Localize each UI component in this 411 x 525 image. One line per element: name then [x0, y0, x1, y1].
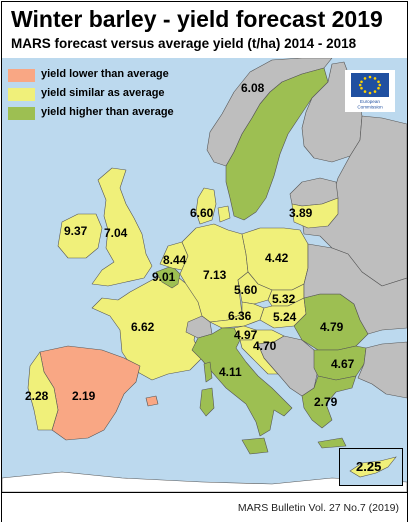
value-label-italy: 4.11 — [219, 365, 242, 379]
value-label-united-kingdom: 7.04 — [104, 226, 128, 240]
map-title: Winter barley - yield forecast 2019 — [11, 6, 383, 32]
region-austria — [209, 301, 265, 329]
balearic-shape — [145, 395, 159, 407]
sardinia-shape — [199, 387, 215, 417]
map-area: yield lower than average yield similar a… — [1, 57, 408, 493]
corsica-shape — [203, 361, 213, 383]
value-label-belgium: 9.01 — [152, 270, 176, 284]
value-label-germany: 7.13 — [203, 268, 227, 282]
value-label-slovenia: 4.97 — [234, 328, 258, 342]
map-subtitle: MARS forecast versus average yield (t/ha… — [11, 36, 357, 51]
value-label-bulgaria: 4.67 — [331, 357, 355, 371]
region-italy — [191, 327, 293, 437]
european-commission-logo: European Commission — [345, 70, 395, 112]
source-citation: MARS Bulletin Vol. 27 No.7 (2019) — [237, 502, 399, 514]
balkans-nodata-shape — [257, 335, 319, 397]
value-label-netherlands: 8.44 — [163, 253, 187, 267]
value-label-spain: 2.19 — [72, 389, 96, 403]
crete-shape — [317, 437, 347, 449]
region-portugal — [27, 351, 59, 431]
region-united-kingdom — [91, 167, 153, 287]
value-label-croatia: 4.70 — [253, 339, 277, 353]
legend-swatch-higher — [8, 107, 35, 120]
cyprus-inset-map — [349, 456, 397, 478]
region-germany — [179, 223, 249, 323]
value-label-greece: 2.79 — [314, 395, 338, 409]
map-footer: MARS Bulletin Vol. 27 No.7 (2019) — [2, 492, 407, 522]
turkey-nodata-shape — [357, 341, 408, 399]
value-label-cyprus: 2.25 — [356, 459, 382, 474]
region-sweden — [225, 67, 329, 221]
value-label-slovakia: 5.32 — [272, 292, 296, 306]
value-label-ireland: 9.37 — [64, 224, 88, 238]
legend-label-higher: yield higher than average — [41, 106, 174, 118]
region-ireland — [57, 213, 103, 259]
value-label-lithuania: 3.89 — [289, 206, 313, 220]
legend-label-similar: yield similar as average — [41, 87, 165, 99]
value-label-hungary: 5.24 — [273, 310, 297, 324]
cyprus-inset — [339, 448, 403, 486]
value-label-poland: 4.42 — [265, 251, 289, 265]
value-label-portugal: 2.28 — [25, 389, 49, 403]
region-greece — [301, 375, 357, 429]
eu-flag-icon: European Commission — [351, 73, 389, 110]
value-label-romania: 4.79 — [320, 320, 344, 334]
value-label-france: 6.62 — [131, 320, 155, 334]
legend-swatch-similar — [8, 88, 35, 101]
value-label-denmark: 6.60 — [190, 206, 214, 220]
region-denmark — [195, 187, 231, 225]
svg-text:European: European — [360, 99, 380, 104]
europe-map — [1, 57, 408, 493]
value-label-austria: 6.36 — [228, 309, 252, 323]
sicily-shape — [241, 437, 269, 455]
value-label-czechia: 5.60 — [234, 283, 258, 297]
legend-label-lower: yield lower than average — [41, 68, 169, 80]
region-lithuania — [291, 197, 339, 229]
map-header: Winter barley - yield forecast 2019 MARS… — [2, 2, 407, 58]
value-label-sweden: 6.08 — [241, 81, 265, 95]
legend-swatch-lower — [8, 69, 35, 82]
svg-text:Commission: Commission — [357, 105, 383, 110]
